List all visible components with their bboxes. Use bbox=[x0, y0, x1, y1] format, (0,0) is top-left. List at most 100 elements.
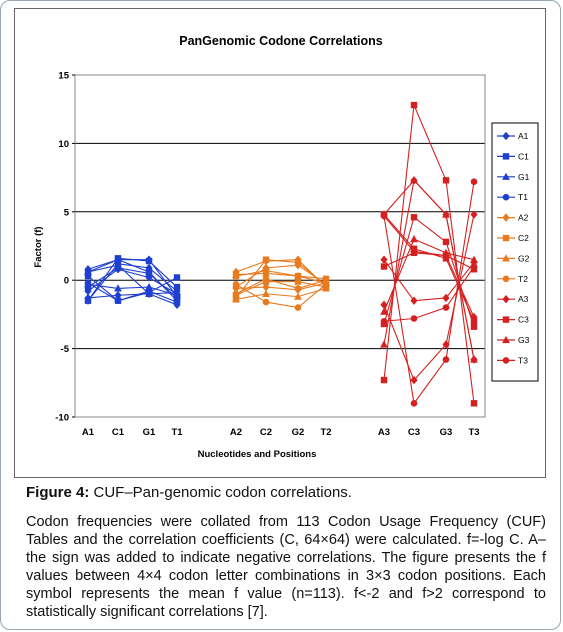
y-tick-label: 10 bbox=[58, 139, 69, 150]
data-point-a3 bbox=[410, 375, 418, 385]
legend-marker bbox=[502, 172, 510, 180]
series-line-g2 bbox=[235, 272, 327, 284]
y-tick-label: -5 bbox=[61, 344, 70, 355]
legend-label: T1 bbox=[518, 192, 528, 202]
data-point-g2 bbox=[232, 270, 240, 278]
data-point-c3 bbox=[470, 318, 478, 325]
line-chart: PanGenomic Codone Correlations Nucleotid… bbox=[33, 34, 539, 460]
legend-label: G2 bbox=[518, 253, 530, 263]
x-tick-label: A3 bbox=[378, 427, 390, 438]
legend-marker bbox=[502, 295, 510, 304]
data-point-g3 bbox=[470, 355, 478, 363]
data-point-t2 bbox=[232, 281, 240, 288]
data-point-c1 bbox=[84, 297, 92, 304]
data-point-c3 bbox=[470, 323, 478, 330]
y-axis-label: Factor (f) bbox=[33, 226, 44, 267]
data-point-g1 bbox=[84, 267, 92, 276]
data-point-g1 bbox=[173, 291, 181, 299]
caption-label: Figure 4: bbox=[26, 484, 90, 501]
x-tick-label: C3 bbox=[408, 427, 420, 438]
x-axis-label: Nucleotides and Positions bbox=[198, 449, 317, 460]
x-tick-label: T3 bbox=[468, 427, 479, 438]
data-point-g3 bbox=[380, 307, 388, 315]
data-point-t3 bbox=[470, 178, 478, 186]
data-point-g2 bbox=[262, 269, 270, 277]
series-line-c1 bbox=[87, 275, 178, 302]
series-line-t3 bbox=[383, 266, 475, 322]
data-point-g2 bbox=[294, 292, 302, 300]
data-point-c1 bbox=[145, 257, 153, 265]
y-tick-label: 5 bbox=[64, 207, 70, 218]
data-point-a3 bbox=[470, 210, 478, 219]
data-point-a3 bbox=[442, 293, 450, 303]
series-line-a2 bbox=[235, 282, 327, 291]
data-point-c1 bbox=[173, 274, 181, 281]
series-line-t1 bbox=[87, 282, 178, 303]
data-point-c2 bbox=[294, 278, 302, 285]
legend-label: C2 bbox=[518, 233, 529, 243]
data-point-c1 bbox=[84, 272, 92, 280]
series-line-t2 bbox=[235, 283, 327, 309]
data-point-c2 bbox=[294, 259, 302, 266]
legend-label: T3 bbox=[518, 355, 528, 365]
x-tick-label: T2 bbox=[320, 427, 331, 438]
series-line-g1 bbox=[87, 264, 178, 295]
data-point-t1 bbox=[145, 287, 153, 295]
data-point-c3 bbox=[470, 400, 478, 407]
series-line-c3 bbox=[383, 102, 475, 404]
data-point-a3 bbox=[380, 255, 388, 264]
data-point-g1 bbox=[114, 261, 122, 269]
legend-label: A2 bbox=[518, 213, 529, 223]
legend-marker bbox=[502, 193, 510, 201]
data-point-c3 bbox=[442, 177, 450, 184]
x-tick-label: A2 bbox=[230, 427, 242, 438]
series-line-t3 bbox=[383, 181, 475, 405]
x-tick-label: G3 bbox=[440, 427, 453, 438]
data-point-t3 bbox=[380, 317, 388, 325]
caption-title-text: CUF–Pan-genomic codon correlations. bbox=[89, 484, 352, 501]
data-point-g2 bbox=[322, 284, 330, 292]
data-point-g2 bbox=[294, 271, 302, 280]
y-tick-label: 0 bbox=[64, 276, 69, 287]
data-point-c3 bbox=[410, 245, 418, 252]
data-point-t2 bbox=[262, 275, 270, 283]
legend-marker bbox=[502, 213, 510, 222]
data-point-t1 bbox=[114, 297, 122, 305]
legend-label: T2 bbox=[518, 274, 528, 284]
legend-marker bbox=[502, 275, 510, 283]
data-point-a2 bbox=[262, 282, 270, 292]
data-point-g1 bbox=[145, 282, 153, 291]
chart-container: PanGenomic Codone Correlations Nucleotid… bbox=[14, 8, 546, 478]
data-point-c3 bbox=[442, 238, 450, 246]
series-line-a1 bbox=[87, 293, 178, 306]
x-tick-label: G1 bbox=[143, 427, 156, 438]
legend-label: A1 bbox=[518, 131, 529, 141]
data-point-c3 bbox=[380, 263, 388, 270]
data-point-c2 bbox=[262, 256, 270, 263]
legend-label: C3 bbox=[518, 315, 529, 325]
caption-body: Codon frequencies were collated from 113… bbox=[26, 514, 546, 620]
series-line-g1 bbox=[87, 283, 178, 296]
data-point-g3 bbox=[470, 255, 478, 263]
legend-label: A3 bbox=[518, 294, 529, 304]
figure-caption: Figure 4: CUF–Pan-genomic codon correlat… bbox=[26, 484, 546, 621]
data-point-g3 bbox=[410, 235, 418, 243]
data-point-t2 bbox=[232, 290, 240, 298]
data-point-c3 bbox=[410, 101, 418, 109]
data-point-c1 bbox=[145, 270, 153, 277]
legend-marker bbox=[502, 153, 510, 160]
data-point-c1 bbox=[173, 283, 181, 291]
plot-area: 15 10 5 0 -5 -10 A1 C1 G1 T1 A2 C2 G2 T2 A3 C3 G3 T3 bbox=[55, 71, 486, 438]
series-line-g3 bbox=[383, 238, 475, 312]
data-point-g3 bbox=[442, 210, 450, 218]
series-line-c1 bbox=[87, 267, 178, 299]
series-line-c2 bbox=[235, 270, 327, 280]
chart-title: PanGenomic Codone Correlations bbox=[179, 34, 383, 48]
data-point-g1 bbox=[114, 284, 122, 292]
series-line-a3 bbox=[383, 259, 475, 302]
series-line-c2 bbox=[235, 259, 327, 299]
data-point-t2 bbox=[294, 285, 302, 292]
data-point-g3 bbox=[380, 340, 388, 348]
y-tick-label: -10 bbox=[55, 413, 69, 424]
data-point-g3 bbox=[410, 176, 418, 184]
